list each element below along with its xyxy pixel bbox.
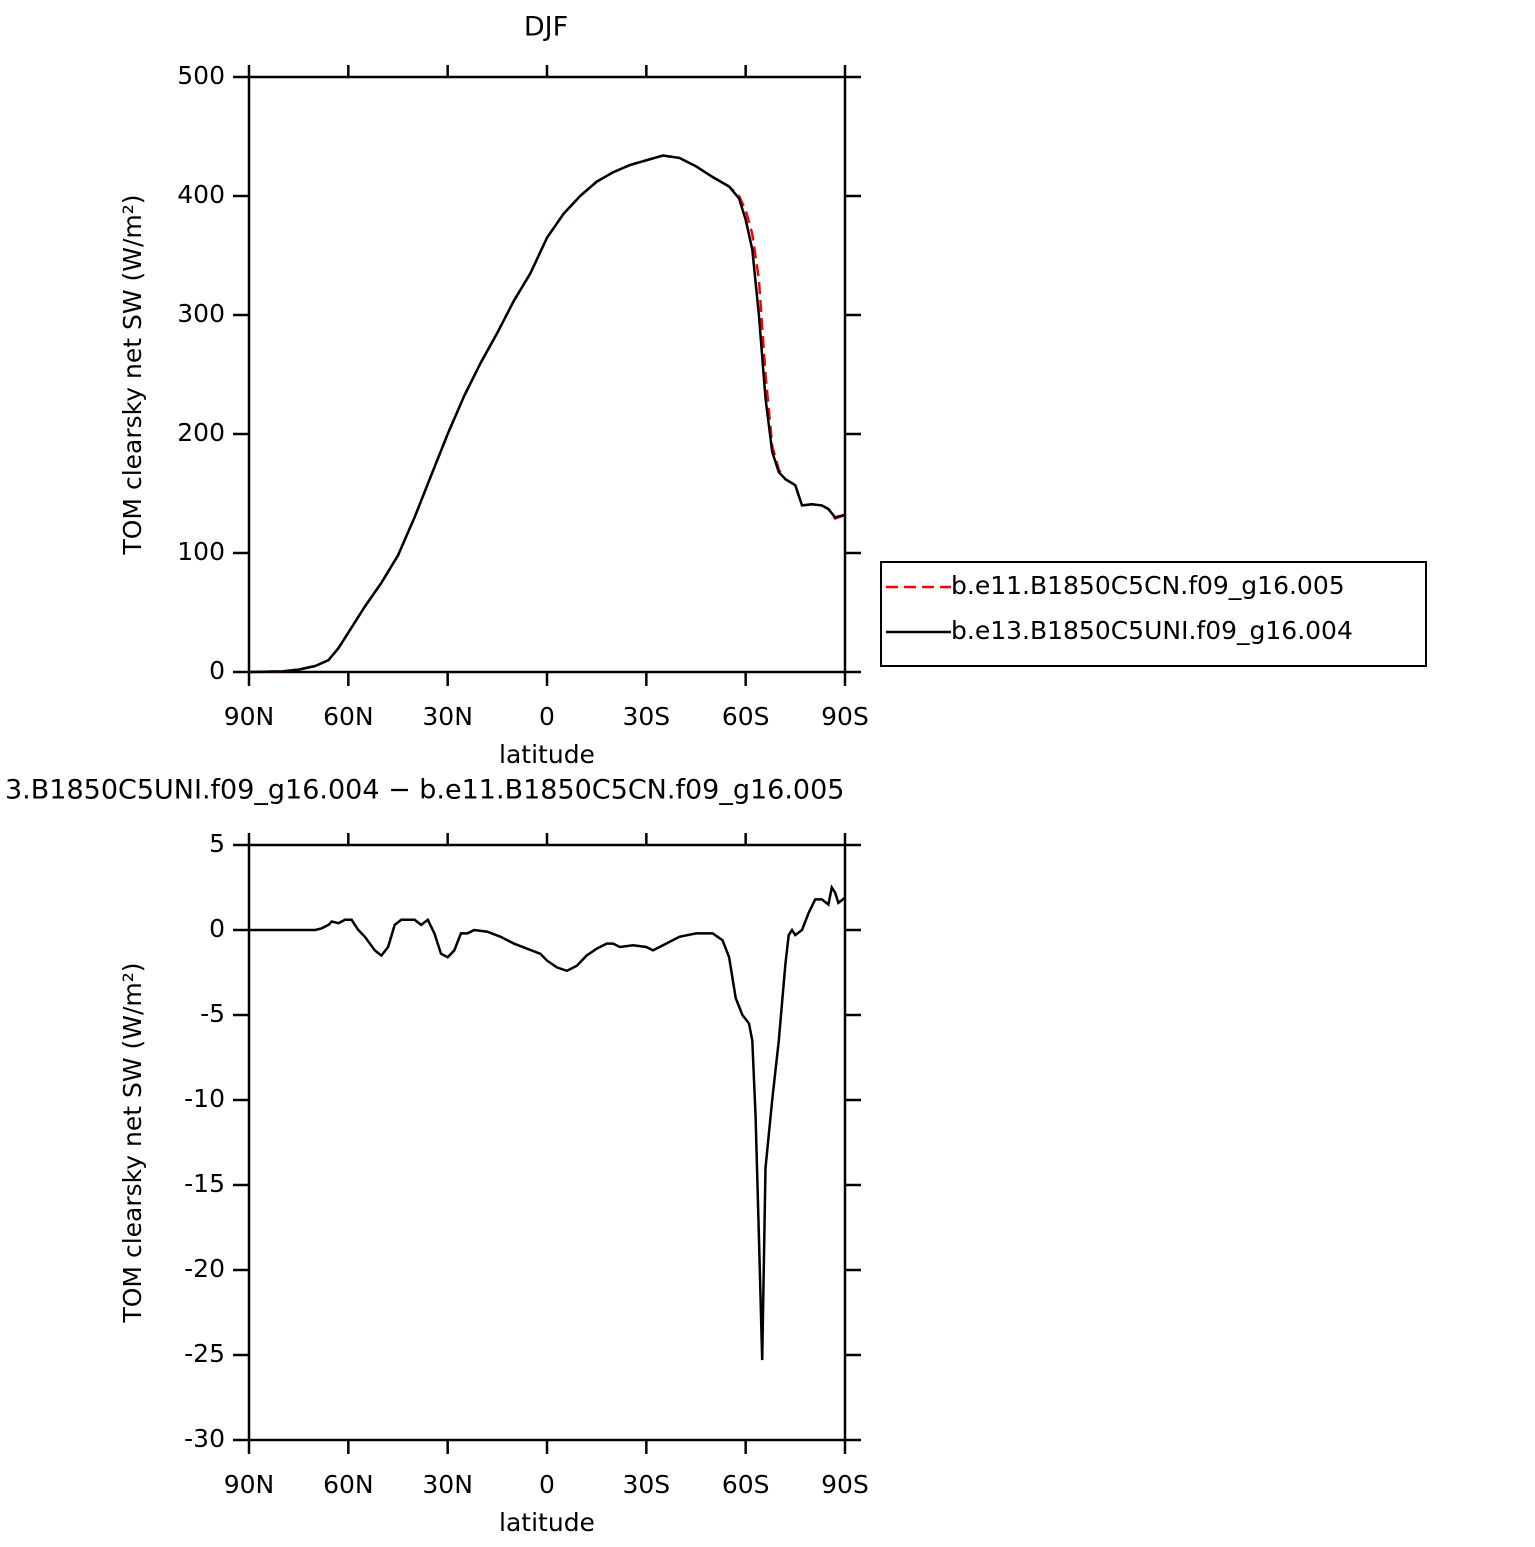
y-tick-label: 400: [177, 180, 225, 209]
y-tick-label: 100: [177, 537, 225, 566]
x-tick-label: 90S: [821, 1470, 869, 1499]
y-tick-label: -10: [184, 1084, 225, 1113]
y-tick-label: 500: [177, 61, 225, 90]
data-line: [248, 154, 846, 674]
y-axis-label: TOM clearsky net SW (W/m²): [118, 962, 147, 1323]
y-tick-label: 0: [209, 914, 225, 943]
y-tick-label: 5: [209, 829, 225, 858]
data-line: [249, 884, 846, 1361]
x-tick-label: 30S: [622, 1470, 670, 1499]
y-tick-label: 300: [177, 299, 225, 328]
x-tick-label: 90N: [224, 702, 275, 731]
y-tick-label: 0: [209, 656, 225, 685]
plot-frame: [247, 75, 847, 674]
x-axis-label: latitude: [499, 1508, 595, 1537]
x-tick-label: 90N: [224, 1470, 275, 1499]
x-tick-label: 60N: [323, 702, 374, 731]
y-tick-label: 200: [177, 418, 225, 447]
data-line: [248, 154, 846, 674]
y-axis-label: TOM clearsky net SW (W/m²): [118, 194, 147, 555]
legend-label: b.e13.B1850C5UNI.f09_g16.004: [951, 616, 1353, 645]
y-tick-label: -15: [184, 1169, 225, 1198]
chart-title: 3.B1850C5UNI.f09_g16.004 − b.e11.B1850C5…: [5, 775, 844, 806]
legend-label: b.e11.B1850C5CN.f09_g16.005: [951, 571, 1345, 600]
x-axis-label: latitude: [499, 740, 595, 769]
y-tick-label: -5: [200, 999, 225, 1028]
x-tick-label: 60S: [722, 1470, 770, 1499]
chart-title: DJF: [524, 12, 568, 43]
x-tick-label: 30N: [422, 1470, 473, 1499]
x-tick-label: 30N: [422, 702, 473, 731]
x-tick-label: 60S: [722, 702, 770, 731]
x-tick-label: 60N: [323, 1470, 374, 1499]
y-tick-label: -30: [184, 1424, 225, 1453]
x-tick-label: 0: [539, 702, 555, 731]
x-tick-label: 30S: [622, 702, 670, 731]
legend-box: [880, 561, 1427, 667]
x-tick-label: 0: [539, 1470, 555, 1499]
y-tick-label: -20: [184, 1254, 225, 1283]
x-tick-label: 90S: [821, 702, 869, 731]
y-tick-label: -25: [184, 1339, 225, 1368]
